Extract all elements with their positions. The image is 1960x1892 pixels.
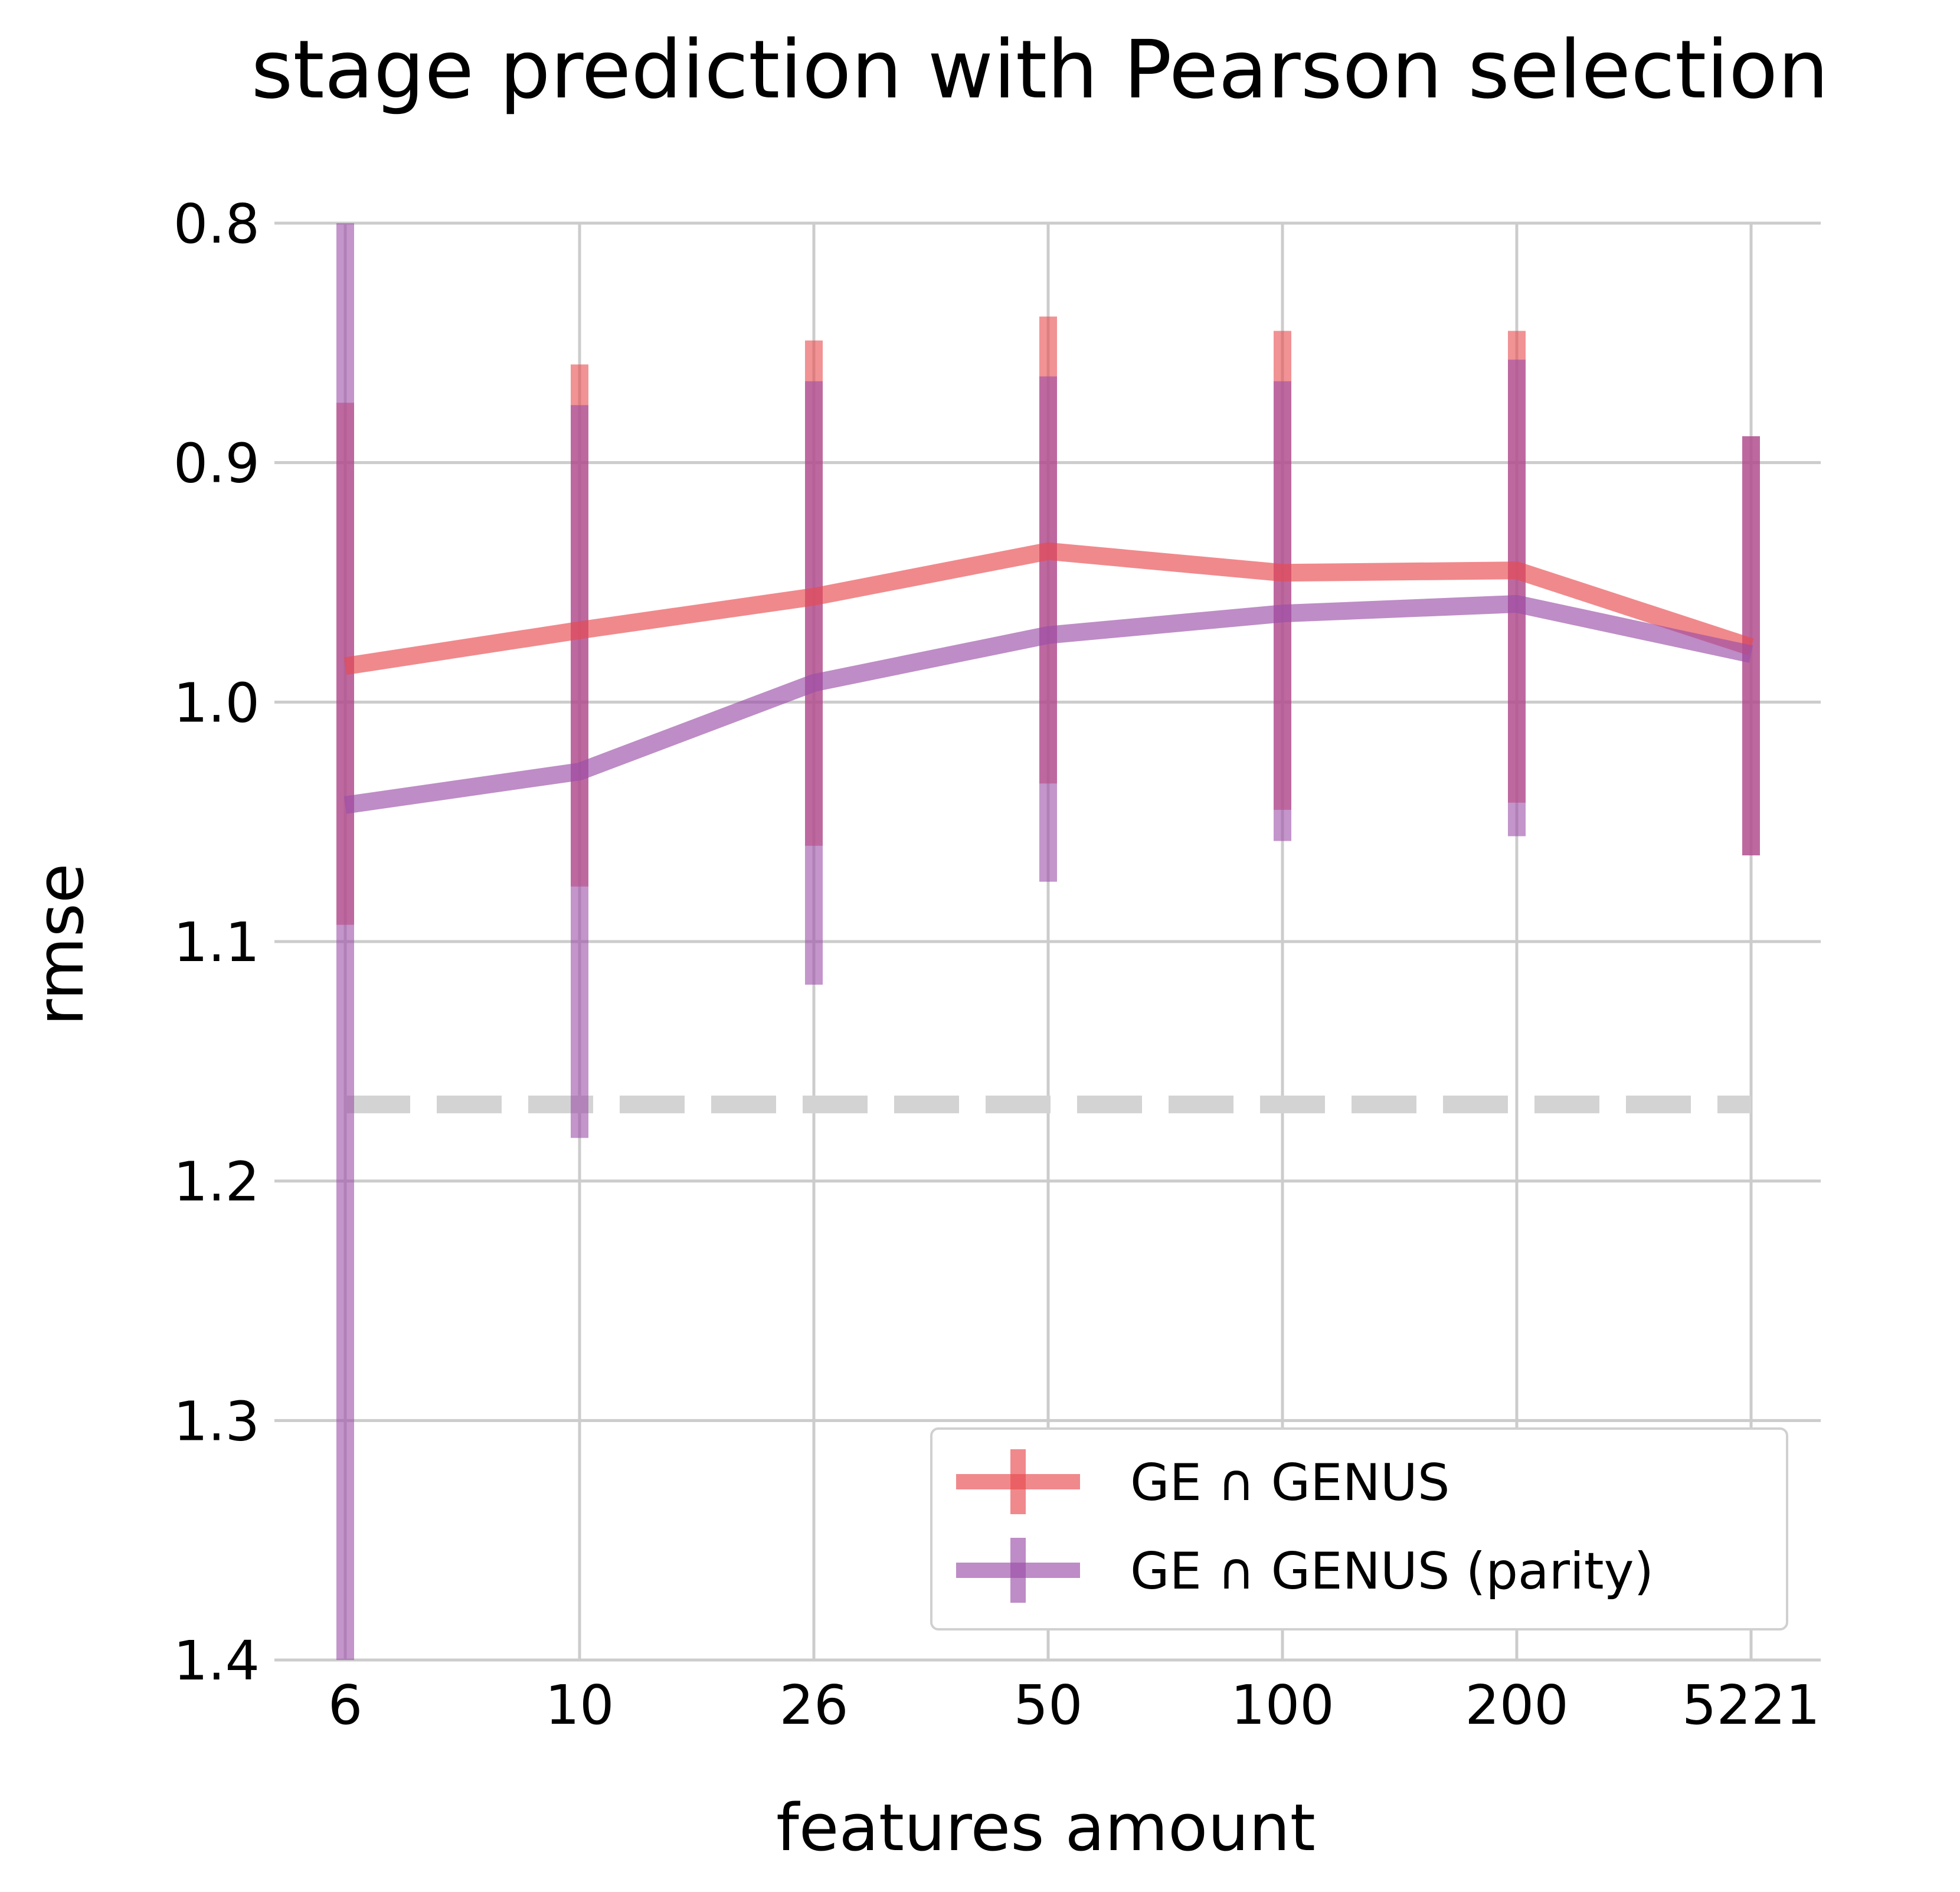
y-tick-label: 1.0 [174,671,260,734]
x-tick-label: 10 [545,1674,614,1737]
y-tick-label: 1.4 [174,1629,260,1692]
legend-box [930,1427,1788,1630]
x-axis-title: features amount [776,1790,1316,1865]
y-tick-label: 0.9 [174,432,260,495]
x-tick-label: 5221 [1682,1674,1820,1737]
x-tick-label: 26 [779,1674,848,1737]
y-tick-label: 1.3 [174,1390,260,1453]
x-tick-label: 6 [328,1674,363,1737]
y-tick-label: 1.1 [174,911,260,974]
series-lines [343,542,1754,814]
x-tick-label: 200 [1465,1674,1569,1737]
tick-labels: 0.8 0.9 1.0 1.1 1.2 1.3 1.4 6 10 26 50 100 200 5221 [174,192,1820,1737]
legend-label: GE ∩ GENUS (parity) [1130,1542,1654,1601]
x-tick-label: 50 [1013,1674,1082,1737]
series-line [343,595,1753,814]
legend: GE ∩ GENUS GE ∩ GENUS (parity) [930,1427,1788,1630]
series-line [343,542,1754,675]
x-tick-label: 100 [1231,1674,1334,1737]
chart-title: stage prediction with Pearson selection [251,24,1829,117]
y-tick-label: 1.2 [174,1151,260,1214]
y-axis-title: rmse [22,863,98,1025]
legend-label: GE ∩ GENUS [1130,1453,1449,1512]
y-tick-label: 0.8 [174,192,260,256]
